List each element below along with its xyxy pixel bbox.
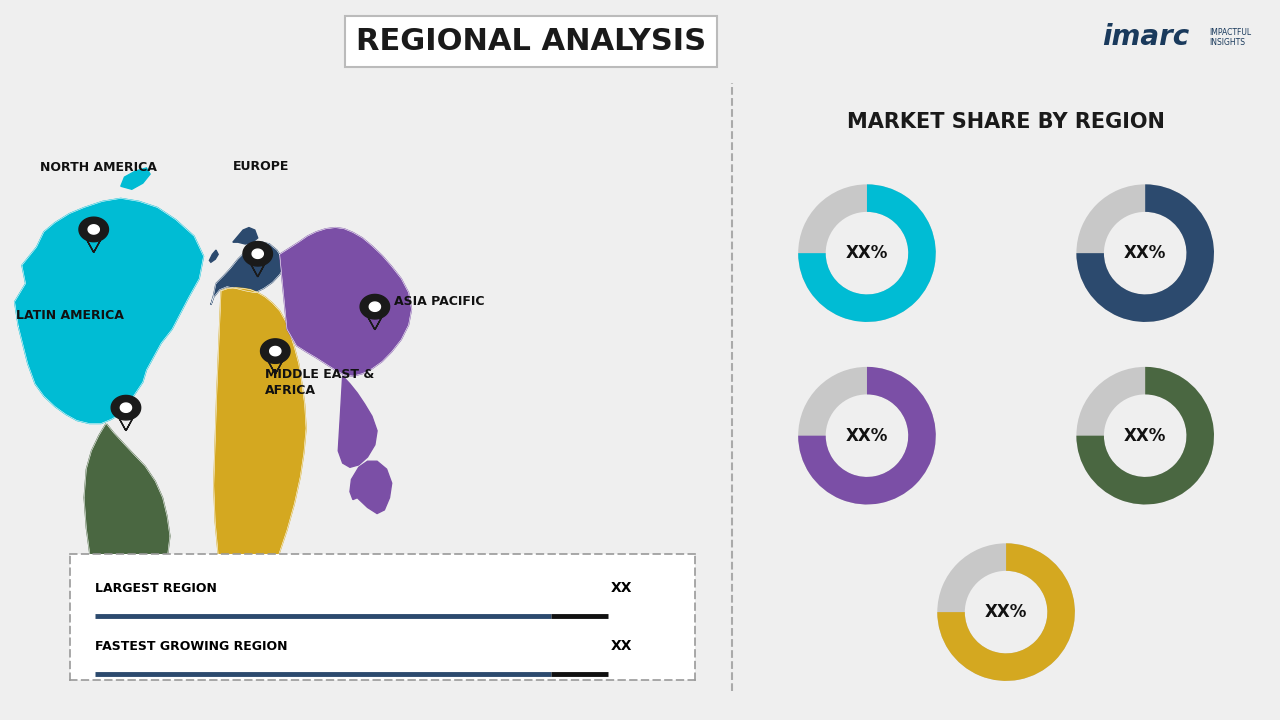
- Wedge shape: [937, 544, 1075, 681]
- Text: XX%: XX%: [1124, 427, 1166, 445]
- Polygon shape: [261, 339, 291, 364]
- Polygon shape: [270, 346, 280, 356]
- Text: EUROPE: EUROPE: [233, 161, 289, 174]
- Text: XX%: XX%: [984, 603, 1028, 621]
- Wedge shape: [799, 367, 936, 505]
- Polygon shape: [280, 228, 411, 376]
- Text: XX%: XX%: [846, 244, 888, 262]
- Wedge shape: [1076, 367, 1213, 505]
- Polygon shape: [84, 423, 170, 660]
- Text: XX%: XX%: [1124, 244, 1166, 262]
- Wedge shape: [799, 184, 936, 322]
- Text: LARGEST REGION: LARGEST REGION: [96, 582, 218, 595]
- Wedge shape: [799, 367, 936, 505]
- Text: MIDDLE EAST &
AFRICA: MIDDLE EAST & AFRICA: [265, 368, 374, 397]
- Wedge shape: [937, 544, 1075, 681]
- Text: XX: XX: [611, 639, 632, 653]
- Polygon shape: [210, 250, 218, 262]
- Polygon shape: [88, 225, 100, 234]
- Polygon shape: [338, 376, 378, 467]
- Wedge shape: [1076, 184, 1213, 322]
- Text: LATIN AMERICA: LATIN AMERICA: [17, 309, 124, 322]
- Polygon shape: [111, 395, 141, 420]
- Polygon shape: [84, 235, 104, 253]
- Text: XX: XX: [611, 582, 632, 595]
- Polygon shape: [116, 413, 136, 431]
- Wedge shape: [1076, 184, 1213, 322]
- Polygon shape: [365, 312, 384, 330]
- Polygon shape: [243, 241, 273, 266]
- Text: XX%: XX%: [846, 427, 888, 445]
- Text: NORTH AMERICA: NORTH AMERICA: [40, 161, 157, 174]
- Polygon shape: [349, 462, 392, 513]
- Polygon shape: [14, 199, 204, 423]
- Polygon shape: [120, 168, 150, 189]
- Text: FASTEST GROWING REGION: FASTEST GROWING REGION: [96, 640, 288, 653]
- Polygon shape: [369, 302, 380, 311]
- Polygon shape: [79, 217, 109, 242]
- Polygon shape: [252, 249, 264, 258]
- Wedge shape: [1076, 367, 1213, 505]
- Polygon shape: [214, 288, 306, 626]
- Polygon shape: [211, 242, 284, 305]
- Polygon shape: [233, 228, 257, 244]
- Polygon shape: [120, 403, 132, 413]
- Text: IMPACTFUL
INSIGHTS: IMPACTFUL INSIGHTS: [1210, 27, 1252, 47]
- Text: REGIONAL ANALYSIS: REGIONAL ANALYSIS: [356, 27, 707, 56]
- Text: ASIA PACIFIC: ASIA PACIFIC: [394, 295, 484, 308]
- Polygon shape: [266, 356, 285, 374]
- Text: imarc: imarc: [1102, 23, 1189, 51]
- Text: MARKET SHARE BY REGION: MARKET SHARE BY REGION: [847, 112, 1165, 132]
- Polygon shape: [360, 294, 389, 319]
- Wedge shape: [799, 184, 936, 322]
- Polygon shape: [248, 259, 268, 276]
